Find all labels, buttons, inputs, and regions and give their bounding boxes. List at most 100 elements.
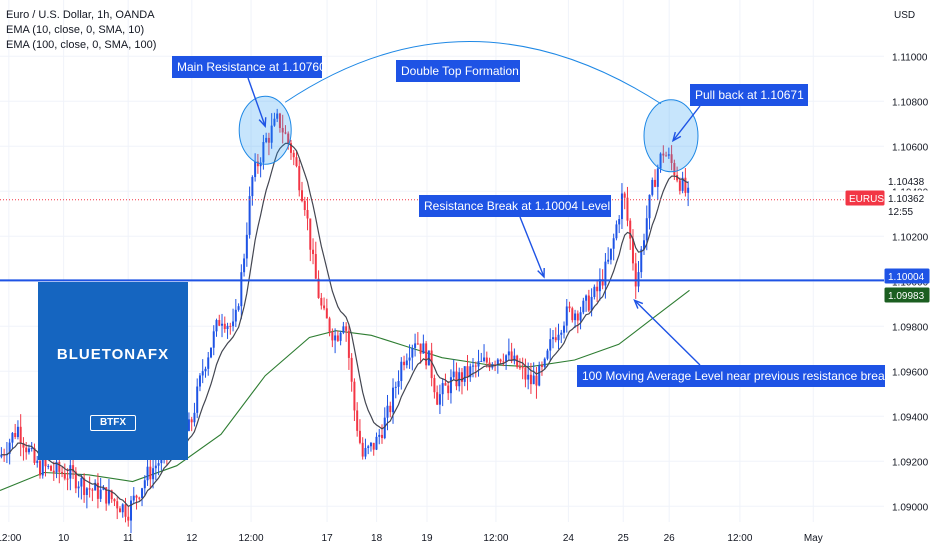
- candle-body: [460, 372, 463, 382]
- candle-body: [132, 495, 135, 501]
- ema-100-line: [0, 289, 690, 492]
- candle-body: [449, 377, 452, 394]
- candle-body: [397, 381, 400, 387]
- candle-body: [19, 426, 22, 444]
- candle-body: [472, 365, 475, 367]
- candle-body: [444, 383, 447, 386]
- annotation-text: Resistance Break at 1.10004 Level: [424, 199, 610, 213]
- candle-body: [284, 132, 287, 134]
- arrow-resistance-break-head: [537, 267, 545, 279]
- ema-10-path: [1, 142, 689, 508]
- annotation-text: Pull back at 1.10671: [695, 88, 804, 102]
- candle-body: [11, 433, 14, 443]
- candle-body: [91, 489, 94, 491]
- arrow-main-resistance: [247, 77, 266, 127]
- double-top-arc: [284, 41, 662, 105]
- x-tick-label: 12:00: [239, 533, 264, 544]
- x-tick-label: 12:00: [0, 533, 22, 544]
- ema-fast-legend[interactable]: EMA (10, close, 0, SMA, 10): [6, 24, 145, 36]
- candle-body: [403, 361, 406, 366]
- candle-body: [372, 442, 375, 450]
- candle-body: [356, 410, 359, 431]
- candle-body: [670, 154, 673, 163]
- candle-body: [325, 308, 328, 319]
- candle-body: [483, 357, 486, 361]
- x-tick-label: 25: [618, 533, 630, 544]
- candle-body: [502, 361, 505, 363]
- candle-body: [386, 405, 389, 418]
- y-tick-label: 1.10600: [892, 142, 929, 153]
- candle-body: [135, 495, 138, 498]
- candle-body: [455, 371, 458, 387]
- candle-body: [408, 357, 411, 361]
- candle-body: [563, 325, 566, 333]
- candle-body: [118, 508, 121, 513]
- candle-body: [30, 448, 33, 450]
- candle-body: [422, 343, 425, 354]
- candle-body: [419, 343, 422, 354]
- candle-body: [369, 442, 372, 447]
- candle-body: [127, 516, 130, 521]
- annotation-4: Resistance Break at 1.10004 Level: [419, 195, 611, 217]
- candle-body: [218, 320, 221, 326]
- annotation-box: [577, 365, 885, 387]
- price-tag-label: 1.09983: [888, 291, 925, 302]
- candle-body: [510, 351, 513, 362]
- candle-body: [634, 263, 637, 287]
- candle-body: [204, 368, 207, 372]
- candle-body: [16, 426, 19, 438]
- brand-logo: BLUETONAFX BTFX: [38, 282, 188, 460]
- price-tag-label: 12:55: [888, 207, 913, 218]
- candle-body: [110, 490, 113, 500]
- time-axis[interactable]: 12:00 10 11 12 12:00 17 18 19 12:00 24 25 26 12:00 Ma…: [0, 533, 823, 544]
- candle-body: [394, 386, 397, 388]
- candle-body: [380, 434, 383, 439]
- y-tick-label: 1.10800: [892, 97, 929, 108]
- candle-body: [237, 306, 240, 310]
- candle-body: [201, 371, 204, 376]
- candle-body: [234, 309, 237, 322]
- ema-100-path: [0, 289, 690, 492]
- y-tick-label: 1.09800: [892, 322, 929, 333]
- candle-body: [8, 442, 11, 454]
- x-tick-label: 10: [58, 533, 70, 544]
- candle-body: [254, 161, 257, 178]
- candle-body: [207, 357, 210, 369]
- candle-body: [507, 351, 510, 356]
- candle-body: [684, 177, 687, 193]
- candle-body: [58, 461, 61, 472]
- candle-body: [593, 286, 596, 297]
- arrow-ma-level: [633, 299, 701, 366]
- candle-body: [494, 364, 497, 366]
- candle-body: [301, 190, 304, 201]
- ema-slow-legend[interactable]: EMA (100, close, 0, SMA, 100): [6, 39, 157, 51]
- candle-body: [400, 361, 403, 382]
- candle-body: [223, 323, 226, 330]
- x-tick-label: 26: [664, 533, 676, 544]
- candle-body: [529, 374, 532, 385]
- candle-body: [66, 478, 69, 480]
- candle-body: [532, 375, 535, 385]
- symbol-title[interactable]: Euro / U.S. Dollar, 1h, OANDA: [6, 9, 155, 21]
- candle-body: [425, 343, 428, 366]
- candle-body: [336, 335, 339, 341]
- candle-body: [215, 320, 218, 332]
- candle-body: [105, 487, 108, 504]
- candle-body: [488, 362, 491, 368]
- candle-body: [63, 473, 66, 479]
- candle-body: [25, 447, 28, 453]
- candle-body: [94, 482, 97, 491]
- annotation-5: 100 Moving Average Level near previous r…: [577, 365, 892, 387]
- candle-body: [152, 468, 155, 480]
- candle-body: [571, 308, 574, 321]
- candle-body: [466, 366, 469, 378]
- annotation-labels[interactable]: Main Resistance at 1.10760 Double Top For…: [172, 56, 892, 387]
- candle-body: [485, 357, 488, 363]
- candle-body: [615, 224, 618, 239]
- price-tag-bg: [884, 173, 930, 189]
- candle-body: [618, 219, 621, 225]
- candle-body: [289, 143, 292, 153]
